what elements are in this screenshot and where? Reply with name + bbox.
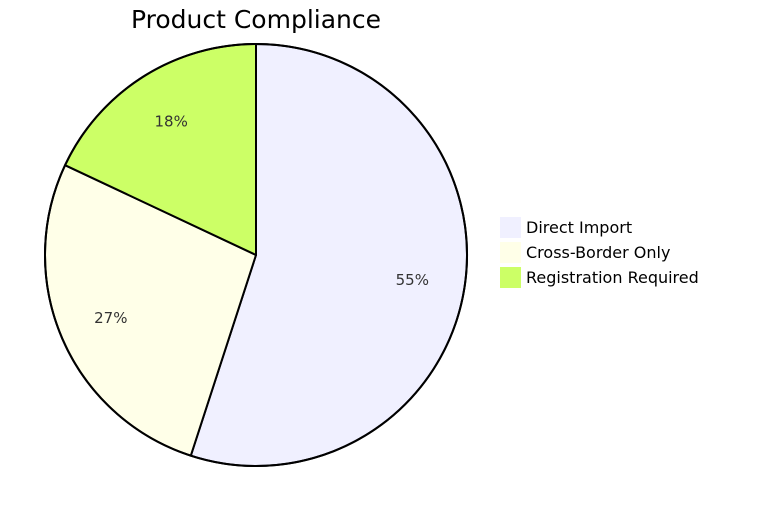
slice-labels: 55% 27% 18% bbox=[94, 112, 429, 326]
pie-outline bbox=[44, 43, 468, 467]
legend-swatch-direct-import bbox=[500, 217, 521, 238]
legend-label-registration-required: Registration Required bbox=[526, 268, 699, 287]
legend: Direct Import Cross-Border Only Registrati… bbox=[500, 217, 699, 288]
slice-label-direct-import: 55% bbox=[396, 271, 429, 289]
chart-title: Product Compliance bbox=[131, 5, 381, 34]
slice-label-registration-required: 18% bbox=[155, 112, 188, 130]
pie-slices bbox=[44, 43, 468, 467]
legend-label-direct-import: Direct Import bbox=[526, 218, 632, 237]
legend-swatch-cross-border-only bbox=[500, 242, 521, 263]
legend-label-cross-border-only: Cross-Border Only bbox=[526, 243, 670, 262]
legend-swatch-registration-required bbox=[500, 267, 521, 288]
slice-label-cross-border-only: 27% bbox=[94, 309, 127, 327]
